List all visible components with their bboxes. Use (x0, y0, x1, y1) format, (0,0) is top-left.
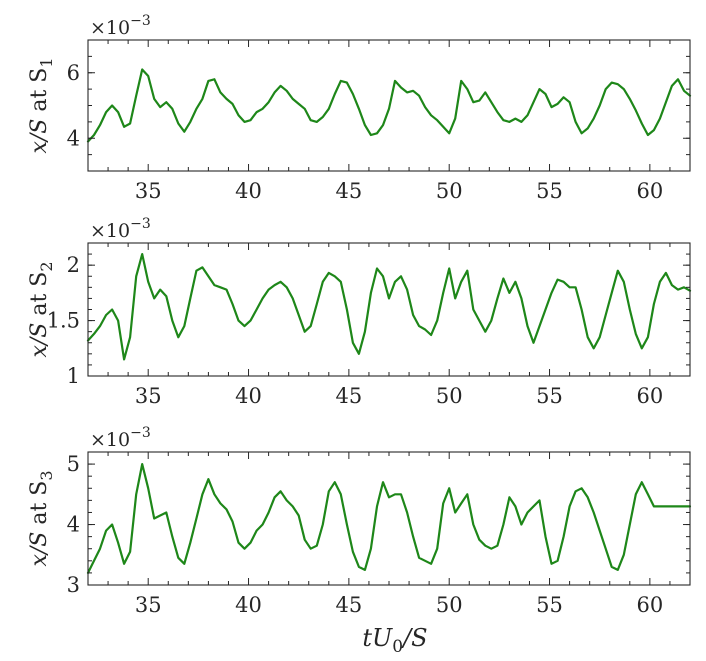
x-axis-label-main: tU (362, 624, 393, 652)
x-tick-label: 40 (235, 593, 262, 617)
x-tick-label: 55 (536, 384, 563, 408)
x-axis-label-tail: /S (401, 624, 428, 652)
x-tick-label: 55 (536, 593, 563, 617)
y-tick-label: 3 (67, 573, 80, 597)
x-tick-label: 60 (636, 179, 663, 203)
x-tick-label: 35 (135, 384, 162, 408)
x-tick-label: 45 (335, 179, 362, 203)
x-axis-label-subscript: 0 (392, 637, 403, 657)
y-label-variable: x/S (27, 323, 52, 358)
y-axis-label: x/S at S3 (27, 470, 56, 566)
y-axis-label: x/S at S1 (27, 57, 56, 153)
y-tick-label: 1.5 (47, 309, 80, 333)
y-tick-label: 4 (67, 513, 80, 537)
y-exponent-label: ×10−3 (90, 216, 151, 242)
x-tick-label: 45 (335, 384, 362, 408)
exponent-base: ×10 (90, 429, 130, 451)
series-line-panel-3 (86, 463, 692, 574)
x-tick-label: 60 (636, 384, 663, 408)
y-label-text: at S (27, 272, 52, 323)
x-tick-label: 55 (536, 179, 563, 203)
y-tick-label: 6 (67, 61, 80, 85)
y-tick-label: 1 (67, 364, 80, 388)
x-tick-label: 45 (335, 593, 362, 617)
x-tick-label: 35 (135, 593, 162, 617)
x-axis-label: tU0/S (362, 624, 427, 657)
y-label-variable: x/S (27, 119, 52, 154)
exponent-power: −3 (130, 13, 151, 29)
y-label-subscript: 3 (37, 470, 56, 480)
series-line-panel-2 (86, 253, 692, 361)
x-tick-label: 40 (235, 179, 262, 203)
y-tick-label: 4 (67, 126, 80, 150)
panel-1: 4 6 35 40 45 50 55 60 ×10−3 x/S at S1 (27, 13, 692, 203)
y-label-subscript: 1 (37, 57, 56, 67)
exponent-power: −3 (130, 216, 151, 232)
y-exponent-label: ×10−3 (90, 13, 151, 39)
series-line-panel-1 (86, 68, 692, 143)
y-label-text: at S (27, 481, 52, 532)
exponent-base: ×10 (90, 220, 130, 242)
y-exponent-label: ×10−3 (90, 425, 151, 451)
x-tick-label: 35 (135, 179, 162, 203)
y-tick-label: 2 (67, 253, 80, 277)
y-tick-label: 5 (67, 452, 80, 476)
y-label-text: at S (27, 68, 52, 119)
axes-frame-panel-3 (87, 451, 691, 586)
exponent-base: ×10 (90, 17, 130, 39)
y-label-subscript: 2 (37, 261, 56, 271)
x-tick-label: 50 (436, 593, 463, 617)
x-tick-label: 60 (636, 593, 663, 617)
x-tick-label: 40 (235, 384, 262, 408)
y-axis-label: x/S at S2 (27, 261, 56, 357)
exponent-power: −3 (130, 425, 151, 441)
y-label-variable: x/S (27, 532, 52, 567)
x-tick-label: 50 (436, 179, 463, 203)
x-tick-label: 50 (436, 384, 463, 408)
axes-frame-panel-2 (87, 242, 691, 377)
